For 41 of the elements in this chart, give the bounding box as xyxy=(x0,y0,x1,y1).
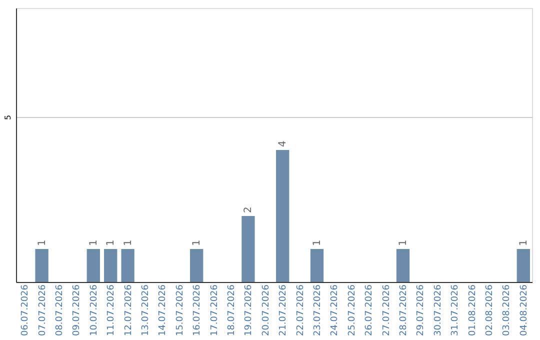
data-label: 4 xyxy=(278,140,289,147)
x-tick-label: 23.07.2026 xyxy=(313,284,323,336)
x-tick-label: 28.07.2026 xyxy=(399,284,409,336)
x-tick-label: 24.07.2026 xyxy=(330,284,340,336)
x-tick-label: 22.07.2026 xyxy=(296,284,306,336)
x-tick-label: 20.07.2026 xyxy=(261,284,272,336)
data-label: 1 xyxy=(88,240,100,246)
x-tick-label: 26.07.2026 xyxy=(364,284,375,336)
x-tick-label: 21.07.2026 xyxy=(278,284,289,336)
x-tick-label: 04.08.2026 xyxy=(519,284,530,336)
x-tick-label: 18.07.2026 xyxy=(227,284,237,336)
x-tick-label: 09.07.2026 xyxy=(72,284,82,336)
data-label: 1 xyxy=(36,240,48,246)
x-tick-label: 27.07.2026 xyxy=(382,284,392,336)
data-label: 2 xyxy=(243,206,254,213)
data-label: 1 xyxy=(106,240,117,246)
x-tick-label: 15.07.2026 xyxy=(175,284,186,336)
x-tick-label: 06.07.2026 xyxy=(20,284,31,336)
x-tick-label: 11.07.2026 xyxy=(106,284,117,336)
x-tick-label: 17.07.2026 xyxy=(210,284,220,336)
data-label: 1 xyxy=(518,240,530,246)
x-tick-label: 14.07.2026 xyxy=(158,284,168,336)
x-tick-label: 31.07.2026 xyxy=(450,284,461,336)
x-tick-label: 12.07.2026 xyxy=(124,284,134,336)
data-label: 1 xyxy=(398,240,409,246)
x-tick-label: 16.07.2026 xyxy=(192,284,203,336)
x-tick-label: 29.07.2026 xyxy=(416,284,426,336)
data-label: 1 xyxy=(122,240,134,246)
data-label: 1 xyxy=(192,240,203,246)
x-tick-label: 01.08.2026 xyxy=(468,284,478,336)
data-label: 1 xyxy=(312,240,323,246)
x-tick-label: 02.08.2026 xyxy=(485,284,495,336)
x-tick-label: 13.07.2026 xyxy=(141,284,151,336)
y-tick-label: 5 xyxy=(4,114,12,120)
x-tick-label: 19.07.2026 xyxy=(244,284,254,336)
x-tick-label: 08.07.2026 xyxy=(55,284,65,336)
x-tick-label: 30.07.2026 xyxy=(433,284,444,336)
x-tick-label: 03.08.2026 xyxy=(502,284,512,336)
x-tick-label: 07.07.2026 xyxy=(38,284,48,336)
x-tick-label: 25.07.2026 xyxy=(347,284,358,336)
x-tick-label: 10.07.2026 xyxy=(89,284,100,336)
